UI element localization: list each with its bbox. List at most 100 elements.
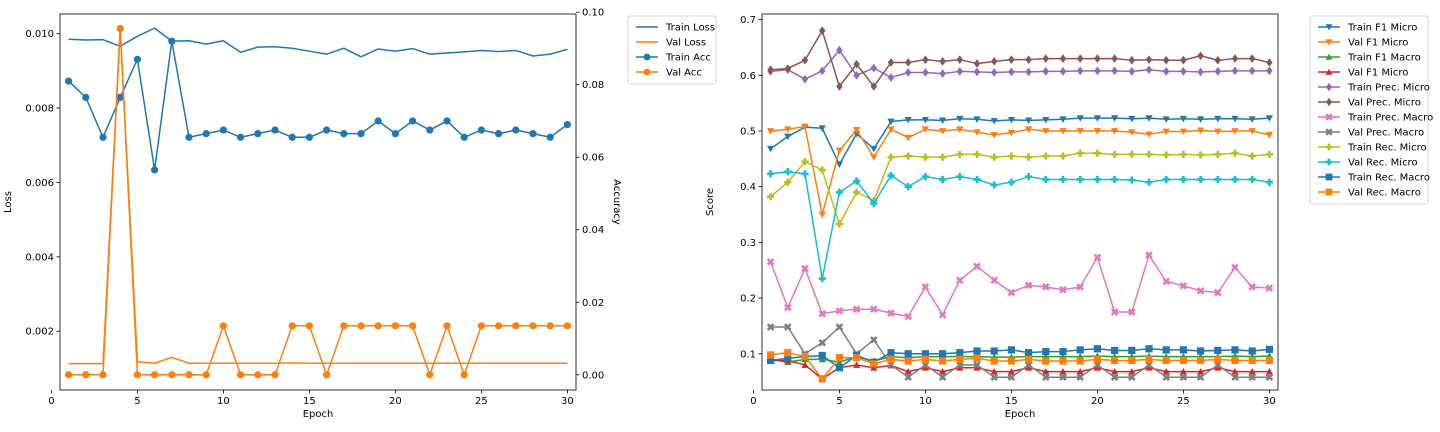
panel-2-point-val-rec-macro <box>1162 356 1170 365</box>
panel-2-legend-label-val-prec-micro: Val Prec. Micro <box>1348 98 1421 109</box>
panel-2-point-val-f1-micro <box>801 123 809 131</box>
panel-2-point-train-rec-micro <box>767 193 775 201</box>
panel-2-line-train-prec-macro <box>769 254 1270 318</box>
panel-2-legend-label-train-f1-micro: Train F1 Micro <box>1347 23 1417 34</box>
panel-2-legend-marker-train-f1-micro <box>1325 24 1333 31</box>
panel-2-series-train-rec-micro <box>767 149 1273 228</box>
panel-2-point-val-f1-micro <box>1042 128 1050 135</box>
panel-2-point-val-prec-micro <box>818 26 826 36</box>
panel-2-point-val-f1-micro <box>1179 128 1187 136</box>
panel-2-point-val-rec-macro <box>921 355 929 363</box>
panel-2-point-val-f1-micro <box>1042 368 1050 375</box>
panel-1-point-val-acc <box>563 322 572 330</box>
panel-2-point-train-prec-micro <box>973 67 981 77</box>
panel-1-point-train-acc <box>99 133 107 141</box>
panel-2-point-train-f1-micro <box>870 145 878 153</box>
panel-2-point-train-f1-micro <box>1179 115 1187 123</box>
panel-2-line-val-prec-micro <box>770 29 1270 88</box>
panel-2-point-val-f1-micro <box>1093 364 1101 371</box>
panel-2-point-train-rec-macro <box>1265 345 1273 353</box>
panel-2-point-train-f1-micro <box>818 125 826 132</box>
panel-2-point-val-f1-micro <box>767 128 775 135</box>
panel-2-point-train-rec-micro <box>973 150 981 158</box>
panel-2-group: 0 5 10 15 20 25 30 0.1 0.2 0.3 0.4 0.5 0.6 0.7 Epoch Sc… <box>705 13 1433 420</box>
panel-2-point-train-f1-micro <box>1007 116 1015 124</box>
panel-1-point-val-acc <box>529 322 537 330</box>
panel-1-point-train-acc <box>426 126 434 134</box>
panel-2-point-val-prec-micro <box>801 55 809 65</box>
panel-2-point-train-rec-macro <box>921 350 929 358</box>
panel-2-point-val-rec-micro <box>1214 175 1222 184</box>
panel-2-point-val-rec-micro <box>853 177 861 185</box>
panel-2-point-train-f1-micro <box>1025 117 1033 124</box>
panel-2-point-val-rec-micro <box>784 168 792 176</box>
panel-2-point-val-prec-micro <box>1008 55 1015 64</box>
panel-2-plot-area <box>766 26 1274 383</box>
panel-2-point-val-prec-micro <box>939 57 946 66</box>
panel-2-point-val-rec-macro <box>956 355 964 363</box>
panel-1-x-axis-label: Epoch <box>303 409 334 420</box>
panel-1-point-train-acc <box>271 126 279 134</box>
panel-2-point-val-rec-micro <box>921 173 929 181</box>
panel-2-point-val-f1-micro <box>956 364 964 371</box>
panel-2-point-train-prec-macro <box>1007 288 1016 297</box>
panel-1-point-val-acc <box>271 371 279 379</box>
panel-2-point-val-f1-micro <box>1111 368 1119 375</box>
panel-2-point-val-prec-micro <box>1266 58 1273 67</box>
panel-2-point-val-rec-macro <box>853 354 861 362</box>
panel-1-point-val-acc <box>546 322 554 330</box>
panel-2-point-train-rec-macro <box>904 350 912 358</box>
panel-2-point-train-rec-macro <box>939 350 947 358</box>
panel-2-point-val-prec-macro <box>1248 373 1256 381</box>
panel-2-point-train-prec-micro <box>1266 66 1273 76</box>
panel-1-point-train-acc <box>288 133 296 141</box>
panel-2-point-val-rec-micro <box>801 170 809 178</box>
panel-2-point-train-rec-micro <box>1025 153 1033 161</box>
panel-2-point-val-f1-micro <box>1231 128 1239 135</box>
panel-1-series-train-acc <box>65 37 572 174</box>
panel-2-point-val-prec-macro <box>1059 373 1067 381</box>
panel-2-point-train-prec-micro <box>1248 66 1256 76</box>
panel-2-point-train-prec-macro <box>921 283 930 291</box>
panel-2-point-val-f1-micro <box>1214 364 1222 371</box>
panel-2-point-val-f1-micro <box>1265 368 1273 375</box>
panel-2-point-val-f1-micro <box>904 134 912 142</box>
panel-2-point-train-prec-micro <box>904 68 912 77</box>
panel-1-ytick-label: 0.008 <box>25 104 54 115</box>
panel-2-series-val-prec-macro <box>766 323 1274 381</box>
panel-1-legend-marker-val-acc <box>643 68 651 76</box>
panel-2-point-val-rec-macro <box>1197 356 1205 365</box>
panel-2-axes-frame <box>761 13 1279 391</box>
panel-2-point-train-prec-micro <box>1111 66 1118 76</box>
panel-2-point-train-prec-micro <box>801 74 809 84</box>
panel-2-line-train-f1-micro <box>770 117 1270 166</box>
panel-2-point-train-rec-micro <box>1042 152 1050 160</box>
panel-2-legend-label-train-prec-micro: Train Prec. Micro <box>1347 83 1430 94</box>
panel-1-point-val-acc <box>305 322 313 330</box>
panel-2-point-val-rec-micro <box>1231 175 1239 184</box>
panel-1-point-train-acc <box>254 130 262 138</box>
panel-1-point-val-acc <box>237 371 245 379</box>
panel-2-point-train-rec-macro <box>887 349 895 357</box>
panel-2-point-val-rec-micro <box>1025 173 1033 181</box>
panel-2-point-val-rec-micro <box>1265 178 1273 186</box>
panel-1-point-train-acc <box>340 130 348 138</box>
panel-2-point-train-prec-micro <box>1231 66 1239 76</box>
panel-2-point-val-rec-micro <box>990 181 998 189</box>
panel-2-point-train-rec-macro <box>1248 347 1256 355</box>
panel-2-point-val-rec-micro <box>939 175 947 184</box>
panel-2-point-train-rec-micro <box>904 152 912 160</box>
panel-1-ytick-right-label: 0.10 <box>582 8 604 19</box>
panel-2-point-val-f1-micro <box>990 131 998 139</box>
panel-1-xtick-label: 25 <box>475 396 488 407</box>
panel-2-point-train-prec-macro <box>887 309 895 317</box>
panel-2-series-train-prec-micro <box>767 45 1273 84</box>
panel-2-point-train-prec-macro <box>1128 308 1136 316</box>
panel-2-xtick-label: 25 <box>1177 396 1190 407</box>
panel-2-point-val-f1-micro <box>1231 368 1239 375</box>
panel-2-point-val-prec-micro <box>1042 54 1050 63</box>
panel-2-point-val-prec-micro <box>973 59 981 68</box>
panel-2-point-val-f1-micro <box>818 211 826 219</box>
panel-2-point-val-rec-macro <box>973 354 981 362</box>
panel-2-point-val-prec-micro <box>1076 54 1084 63</box>
